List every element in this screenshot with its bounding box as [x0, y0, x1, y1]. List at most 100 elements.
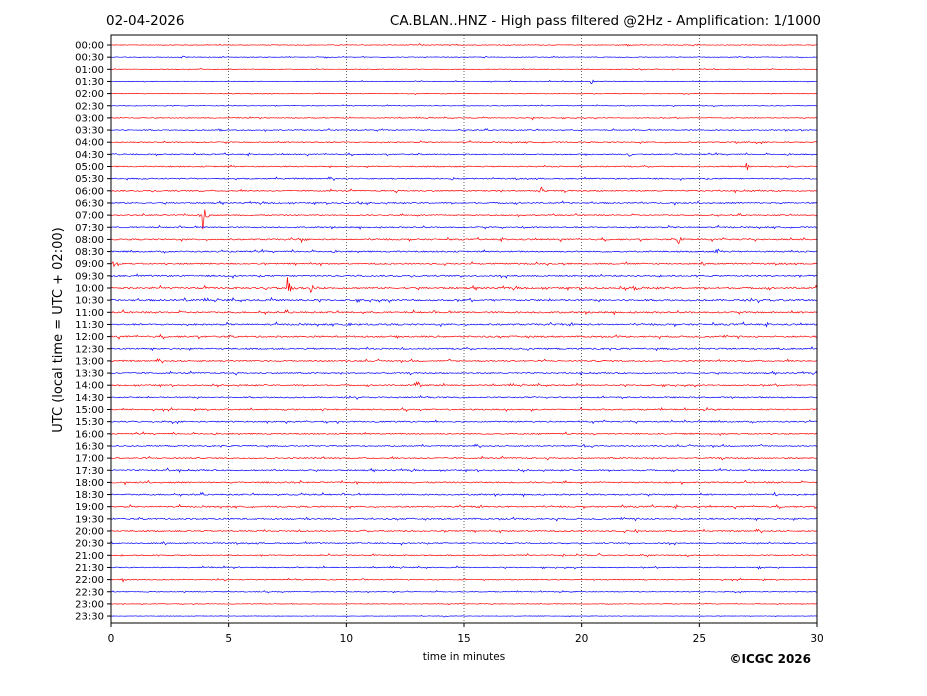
trace-line	[110, 552, 818, 558]
row-label: 10:30	[75, 296, 104, 307]
trace-line	[110, 467, 818, 473]
trace-line	[110, 516, 818, 522]
trace-line	[110, 163, 818, 171]
row-label: 10:00	[75, 284, 104, 295]
trace-line	[110, 380, 818, 388]
trace-line	[110, 370, 818, 376]
row-label: 21:00	[75, 551, 104, 562]
trace-line	[110, 116, 818, 121]
trace-line	[110, 152, 818, 157]
row-label: 04:30	[75, 150, 104, 161]
x-tick-label: 20	[575, 633, 588, 645]
trace-line	[110, 358, 818, 364]
trace-line	[110, 209, 818, 230]
row-label: 16:30	[75, 441, 104, 452]
row-label: 23:30	[75, 612, 104, 623]
chart-title: CA.BLAN..HNZ - High pass filtered @2Hz -…	[390, 13, 821, 29]
trace-line	[110, 577, 818, 583]
plot-area	[110, 34, 818, 624]
trace-line	[110, 321, 818, 328]
trace-line	[110, 186, 818, 194]
row-label: 01:00	[75, 65, 104, 76]
row-label: 19:00	[75, 502, 104, 513]
x-tick-label: 15	[457, 633, 470, 645]
trace-line	[110, 503, 818, 510]
trace-line	[110, 528, 818, 534]
row-label: 15:30	[75, 417, 104, 428]
row-label: 17:00	[75, 454, 104, 465]
row-label: 00:30	[75, 53, 104, 64]
row-label: 15:00	[75, 405, 104, 416]
row-label: 19:30	[75, 514, 104, 525]
x-axis-label: time in minutes	[423, 651, 505, 663]
trace-line	[110, 248, 818, 254]
row-label: 14:30	[75, 393, 104, 404]
x-tick-label: 5	[225, 633, 232, 645]
x-axis-ticks: 0 5 10 15 20 25 30	[108, 623, 824, 645]
trace-line	[110, 140, 818, 145]
trace-line	[110, 565, 818, 570]
row-label: 04:00	[75, 138, 104, 149]
row-label: 02:30	[75, 101, 104, 112]
trace-line	[110, 309, 818, 316]
row-label: 13:30	[75, 369, 104, 380]
row-label: 16:00	[75, 429, 104, 440]
row-label: 22:30	[75, 587, 104, 598]
trace-line	[110, 479, 818, 486]
row-label: 08:30	[75, 247, 104, 258]
trace-line	[110, 200, 818, 206]
trace-line	[110, 104, 818, 108]
trace-line	[110, 346, 818, 352]
row-label: 22:00	[75, 575, 104, 586]
seismic-traces	[110, 43, 818, 618]
trace-line	[110, 406, 818, 413]
trace-line	[110, 443, 818, 449]
trace-line	[110, 615, 818, 618]
row-label: 03:00	[75, 113, 104, 124]
trace-line	[110, 260, 818, 268]
row-label: 13:00	[75, 356, 104, 367]
y-axis-label: UTC (local time = UTC + 02:00)	[51, 227, 66, 432]
row-label: 05:30	[75, 174, 104, 185]
trace-line	[110, 68, 818, 71]
trace-line	[110, 277, 818, 294]
row-label: 12:30	[75, 344, 104, 355]
trace-line	[110, 333, 818, 340]
row-label: 21:30	[75, 563, 104, 574]
trace-line	[110, 273, 818, 279]
row-label: 05:00	[75, 162, 104, 173]
trace-line	[110, 55, 818, 59]
trace-line	[110, 79, 818, 85]
row-label: 06:00	[75, 186, 104, 197]
row-label: 18:30	[75, 490, 104, 501]
trace-line	[110, 395, 818, 400]
trace-line	[110, 43, 818, 47]
trace-line	[110, 296, 818, 304]
row-label: 23:00	[75, 599, 104, 610]
trace-line	[110, 590, 818, 594]
row-label: 08:00	[75, 235, 104, 246]
row-label: 02:00	[75, 89, 104, 100]
trace-line	[110, 236, 818, 245]
x-tick-label: 10	[340, 633, 353, 645]
x-tick-label: 0	[108, 633, 115, 645]
row-label: 06:30	[75, 198, 104, 209]
row-label: 12:00	[75, 332, 104, 343]
trace-line	[110, 602, 818, 606]
trace-line	[110, 224, 818, 230]
trace-line	[110, 455, 818, 461]
row-label: 07:00	[75, 211, 104, 222]
chart-date: 02-04-2026	[106, 13, 184, 29]
trace-line	[110, 491, 818, 498]
row-label: 20:30	[75, 539, 104, 550]
x-tick-label: 25	[693, 633, 706, 645]
trace-line	[110, 431, 818, 437]
copyright: ©ICGC 2026	[729, 652, 811, 666]
row-label: 17:30	[75, 466, 104, 477]
trace-line	[110, 419, 818, 425]
row-label: 11:00	[75, 308, 104, 319]
row-label: 18:00	[75, 478, 104, 489]
row-label: 20:00	[75, 527, 104, 538]
row-label: 09:00	[75, 259, 104, 270]
